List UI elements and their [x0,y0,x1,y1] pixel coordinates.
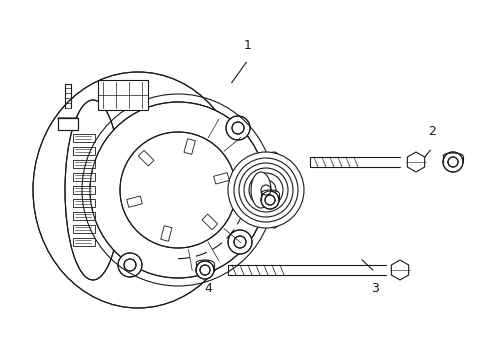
Circle shape [234,236,246,248]
Circle shape [443,152,463,172]
Polygon shape [58,118,78,130]
Text: 2: 2 [428,125,436,138]
Text: 1: 1 [244,39,252,52]
Circle shape [448,157,458,167]
Polygon shape [98,80,148,110]
Circle shape [228,152,304,228]
Bar [73,199,95,207]
Ellipse shape [33,72,243,308]
Bar [138,150,154,166]
Bar [73,160,95,168]
Bar [73,212,95,220]
Bar [73,147,95,155]
Circle shape [200,265,210,275]
Ellipse shape [65,100,121,280]
Bar [73,173,95,181]
Bar [73,238,95,246]
Circle shape [120,132,236,248]
Bar [127,196,142,207]
Polygon shape [58,118,78,126]
Ellipse shape [251,172,271,208]
Text: 4: 4 [204,282,212,295]
Circle shape [90,102,266,278]
Circle shape [196,261,214,279]
Bar [214,173,229,184]
Bar [73,225,95,233]
Circle shape [261,191,279,209]
Circle shape [226,116,250,140]
Circle shape [256,180,276,200]
Text: 3: 3 [371,282,379,295]
Bar [73,186,95,194]
Bar [161,226,172,241]
Polygon shape [407,152,425,172]
Circle shape [118,253,142,277]
Circle shape [265,195,275,205]
Text: 4: 4 [274,200,282,213]
Bar [184,139,196,154]
Ellipse shape [262,152,286,228]
Circle shape [232,122,244,134]
Polygon shape [392,260,409,280]
Bar [202,214,218,230]
Circle shape [124,259,136,271]
Bar [73,134,95,142]
Circle shape [261,185,271,195]
Circle shape [228,230,252,254]
